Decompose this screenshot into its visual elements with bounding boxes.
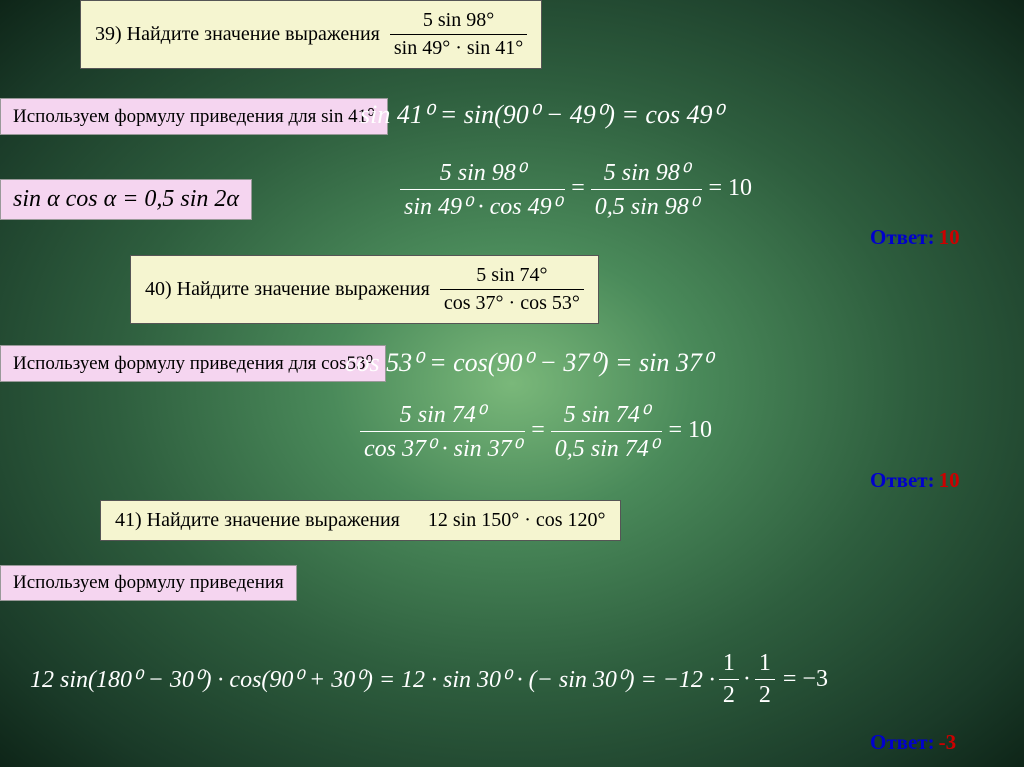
calc-40: 5 sin 74⁰ cos 37⁰ · sin 37⁰ = 5 sin 74⁰ … [360, 400, 712, 463]
hint-41: Используем формулу приведения [0, 565, 297, 601]
problem-39-expr: 5 sin 98° sin 49° · sin 41° [390, 9, 527, 60]
hint-40: Используем формулу приведения для cos53⁰ [0, 345, 386, 382]
calc-41: 12 sin(180⁰ − 30⁰) · cos(90⁰ + 30⁰) = 12… [30, 650, 828, 709]
answer-41: Ответ: -3 [870, 730, 956, 755]
problem-40-box: 40) Найдите значение выражения 5 sin 74°… [130, 255, 599, 324]
formula-39: sin α cos α = 0,5 sin 2α [0, 179, 252, 220]
problem-39-label: 39) Найдите значение выражения [95, 23, 380, 46]
deriv-40: cos 53⁰ = cos(90⁰ − 37⁰) = sin 37⁰ [345, 348, 712, 378]
answer-40: Ответ: 10 [870, 468, 960, 493]
hint-39: Используем формулу приведения для sin 41… [0, 98, 388, 135]
problem-39-box: 39) Найдите значение выражения 5 sin 98°… [80, 0, 542, 69]
deriv-39: sin 41⁰ = sin(90⁰ − 49⁰) = cos 49⁰ [360, 100, 723, 130]
problem-40-expr: 5 sin 74° cos 37° · cos 53° [440, 264, 584, 315]
problem-41-box: 41) Найдите значение выражения 12 sin 15… [100, 500, 621, 541]
calc-39: 5 sin 98⁰ sin 49⁰ · cos 49⁰ = 5 sin 98⁰ … [400, 158, 752, 221]
problem-41-expr: 12 sin 150° · cos 120° [410, 509, 606, 532]
answer-39: Ответ: 10 [870, 225, 960, 250]
problem-41-label: 41) Найдите значение выражения [115, 509, 400, 532]
problem-40-label: 40) Найдите значение выражения [145, 278, 430, 301]
